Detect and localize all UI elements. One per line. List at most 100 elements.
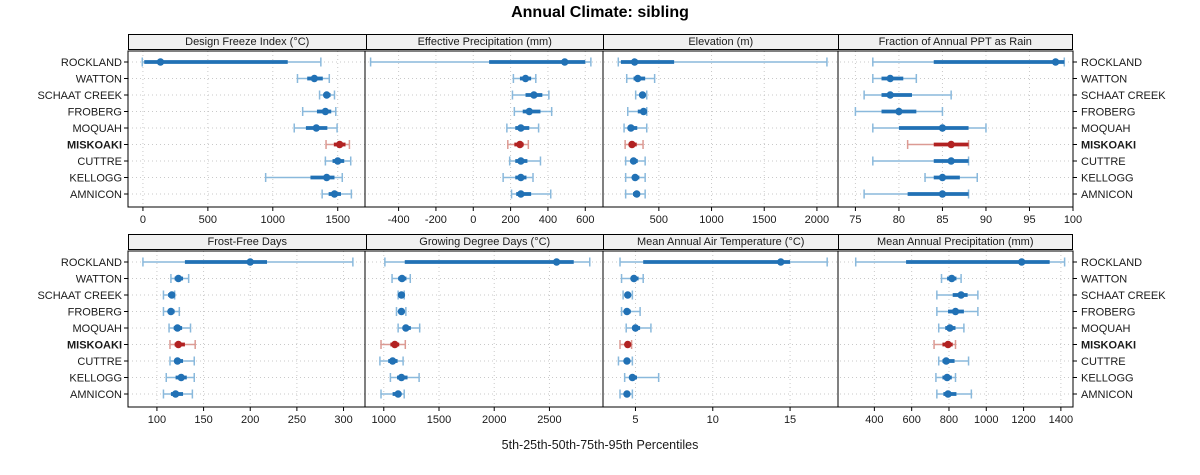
site-label-left: KELLOGG bbox=[69, 173, 122, 185]
median-point bbox=[174, 340, 183, 349]
median-point bbox=[561, 58, 569, 66]
panel-header: Elevation (m) bbox=[603, 35, 838, 49]
site-label-left: CUTTRE bbox=[77, 156, 122, 168]
x-tick-label: 1000 bbox=[372, 414, 396, 426]
site-label-left: WATTON bbox=[76, 74, 122, 86]
median-point bbox=[402, 324, 410, 332]
median-point bbox=[394, 390, 402, 398]
panel-border bbox=[364, 50, 604, 208]
site-label-left: FROBERG bbox=[68, 107, 122, 119]
median-point bbox=[1018, 258, 1026, 266]
x-tick-label: 400 bbox=[539, 214, 557, 226]
median-point bbox=[322, 91, 331, 99]
median-point bbox=[944, 390, 952, 398]
median-point bbox=[938, 124, 947, 132]
median-point bbox=[156, 58, 165, 66]
x-tick-label: 150 bbox=[194, 414, 212, 426]
x-tick-label: 75 bbox=[849, 214, 861, 226]
median-point bbox=[944, 340, 952, 349]
site-label-left: FROBERG bbox=[68, 307, 122, 319]
site-label-right: FROBERG bbox=[1081, 107, 1135, 119]
median-point bbox=[624, 340, 632, 349]
median-point bbox=[525, 107, 533, 116]
median-point bbox=[173, 324, 182, 332]
site-label-left: AMNICON bbox=[70, 189, 122, 201]
x-tick-label: 15 bbox=[784, 414, 796, 426]
median-point bbox=[517, 157, 525, 165]
site-label-right: FROBERG bbox=[1081, 307, 1135, 319]
x-tick-label: 85 bbox=[936, 214, 948, 226]
panel-header-strip-top: Design Freeze Index (°C) Effective Preci… bbox=[128, 34, 1073, 50]
panel-border bbox=[127, 250, 366, 408]
x-tick-label: 600 bbox=[576, 214, 594, 226]
panel-border bbox=[602, 50, 839, 208]
site-label-right: WATTON bbox=[1081, 74, 1127, 86]
median-point bbox=[335, 140, 344, 149]
median-point bbox=[246, 258, 254, 266]
median-point bbox=[628, 373, 637, 382]
median-point bbox=[517, 124, 525, 132]
median-point bbox=[639, 107, 648, 116]
median-point bbox=[517, 173, 525, 182]
median-point bbox=[630, 274, 638, 283]
site-label-left: MISKOAKI bbox=[67, 140, 122, 152]
median-point bbox=[173, 357, 182, 365]
median-point bbox=[628, 140, 636, 149]
median-point bbox=[624, 291, 632, 299]
median-point bbox=[627, 124, 635, 132]
median-point bbox=[895, 107, 903, 116]
x-tick-label: 1500 bbox=[325, 214, 349, 226]
median-point bbox=[957, 291, 965, 299]
panel-header: Mean Annual Air Temperature (°C) bbox=[603, 235, 838, 249]
x-tick-label: 0 bbox=[470, 214, 476, 226]
site-label-right: AMNICON bbox=[1081, 389, 1133, 401]
x-tick-label: 600 bbox=[902, 414, 920, 426]
x-tick-label: 100 bbox=[1064, 214, 1082, 226]
median-point bbox=[330, 190, 339, 198]
median-point bbox=[623, 390, 631, 398]
site-label-right: CUTTRE bbox=[1081, 156, 1126, 168]
panel-header: Frost-Free Days bbox=[207, 236, 287, 248]
site-label-left: MOQUAH bbox=[73, 123, 123, 135]
median-point bbox=[623, 307, 631, 316]
panel-header: Effective Precipitation (mm) bbox=[365, 35, 604, 49]
median-point bbox=[310, 74, 319, 83]
x-tick-label: 500 bbox=[650, 214, 668, 226]
median-point bbox=[947, 157, 955, 165]
site-label-right: KELLOGG bbox=[1081, 173, 1134, 185]
x-tick-label: 1500 bbox=[752, 214, 776, 226]
site-label-right: MISKOAKI bbox=[1081, 340, 1136, 352]
median-point bbox=[886, 91, 894, 99]
site-label-left: ROCKLAND bbox=[61, 57, 122, 69]
median-point bbox=[638, 91, 647, 99]
median-point bbox=[1051, 58, 1060, 66]
site-label-right: SCHAAT CREEK bbox=[1081, 90, 1166, 102]
x-tick-label: 0 bbox=[140, 214, 146, 226]
panel-border bbox=[364, 250, 604, 408]
site-label-right: SCHAAT CREEK bbox=[1081, 290, 1166, 302]
x-tick-label: 2000 bbox=[805, 214, 829, 226]
site-label-right: ROCKLAND bbox=[1081, 257, 1142, 269]
median-point bbox=[942, 357, 950, 365]
panel-header-strip-bottom: Frost-Free Days Growing Degree Days (°C)… bbox=[128, 234, 1073, 250]
x-tick-label: 2500 bbox=[537, 414, 561, 426]
panel-header: Growing Degree Days (°C) bbox=[365, 235, 604, 249]
panel-border bbox=[837, 50, 1074, 208]
median-point bbox=[943, 373, 951, 382]
site-label-left: SCHAAT CREEK bbox=[37, 290, 122, 302]
median-point bbox=[634, 74, 642, 83]
median-point bbox=[168, 291, 176, 299]
x-tick-label: 1000 bbox=[974, 414, 998, 426]
median-point bbox=[629, 157, 638, 165]
x-tick-label: 400 bbox=[865, 414, 883, 426]
chart-title: Annual Climate: sibling bbox=[511, 4, 689, 21]
x-tick-label: 800 bbox=[940, 414, 958, 426]
median-point bbox=[334, 157, 342, 165]
x-tick-label: 500 bbox=[199, 214, 217, 226]
median-point bbox=[530, 91, 538, 99]
median-point bbox=[167, 307, 175, 316]
x-tick-label: 2000 bbox=[482, 414, 506, 426]
median-point bbox=[391, 340, 399, 349]
x-tick-label: 200 bbox=[241, 414, 259, 426]
median-point bbox=[946, 324, 954, 332]
